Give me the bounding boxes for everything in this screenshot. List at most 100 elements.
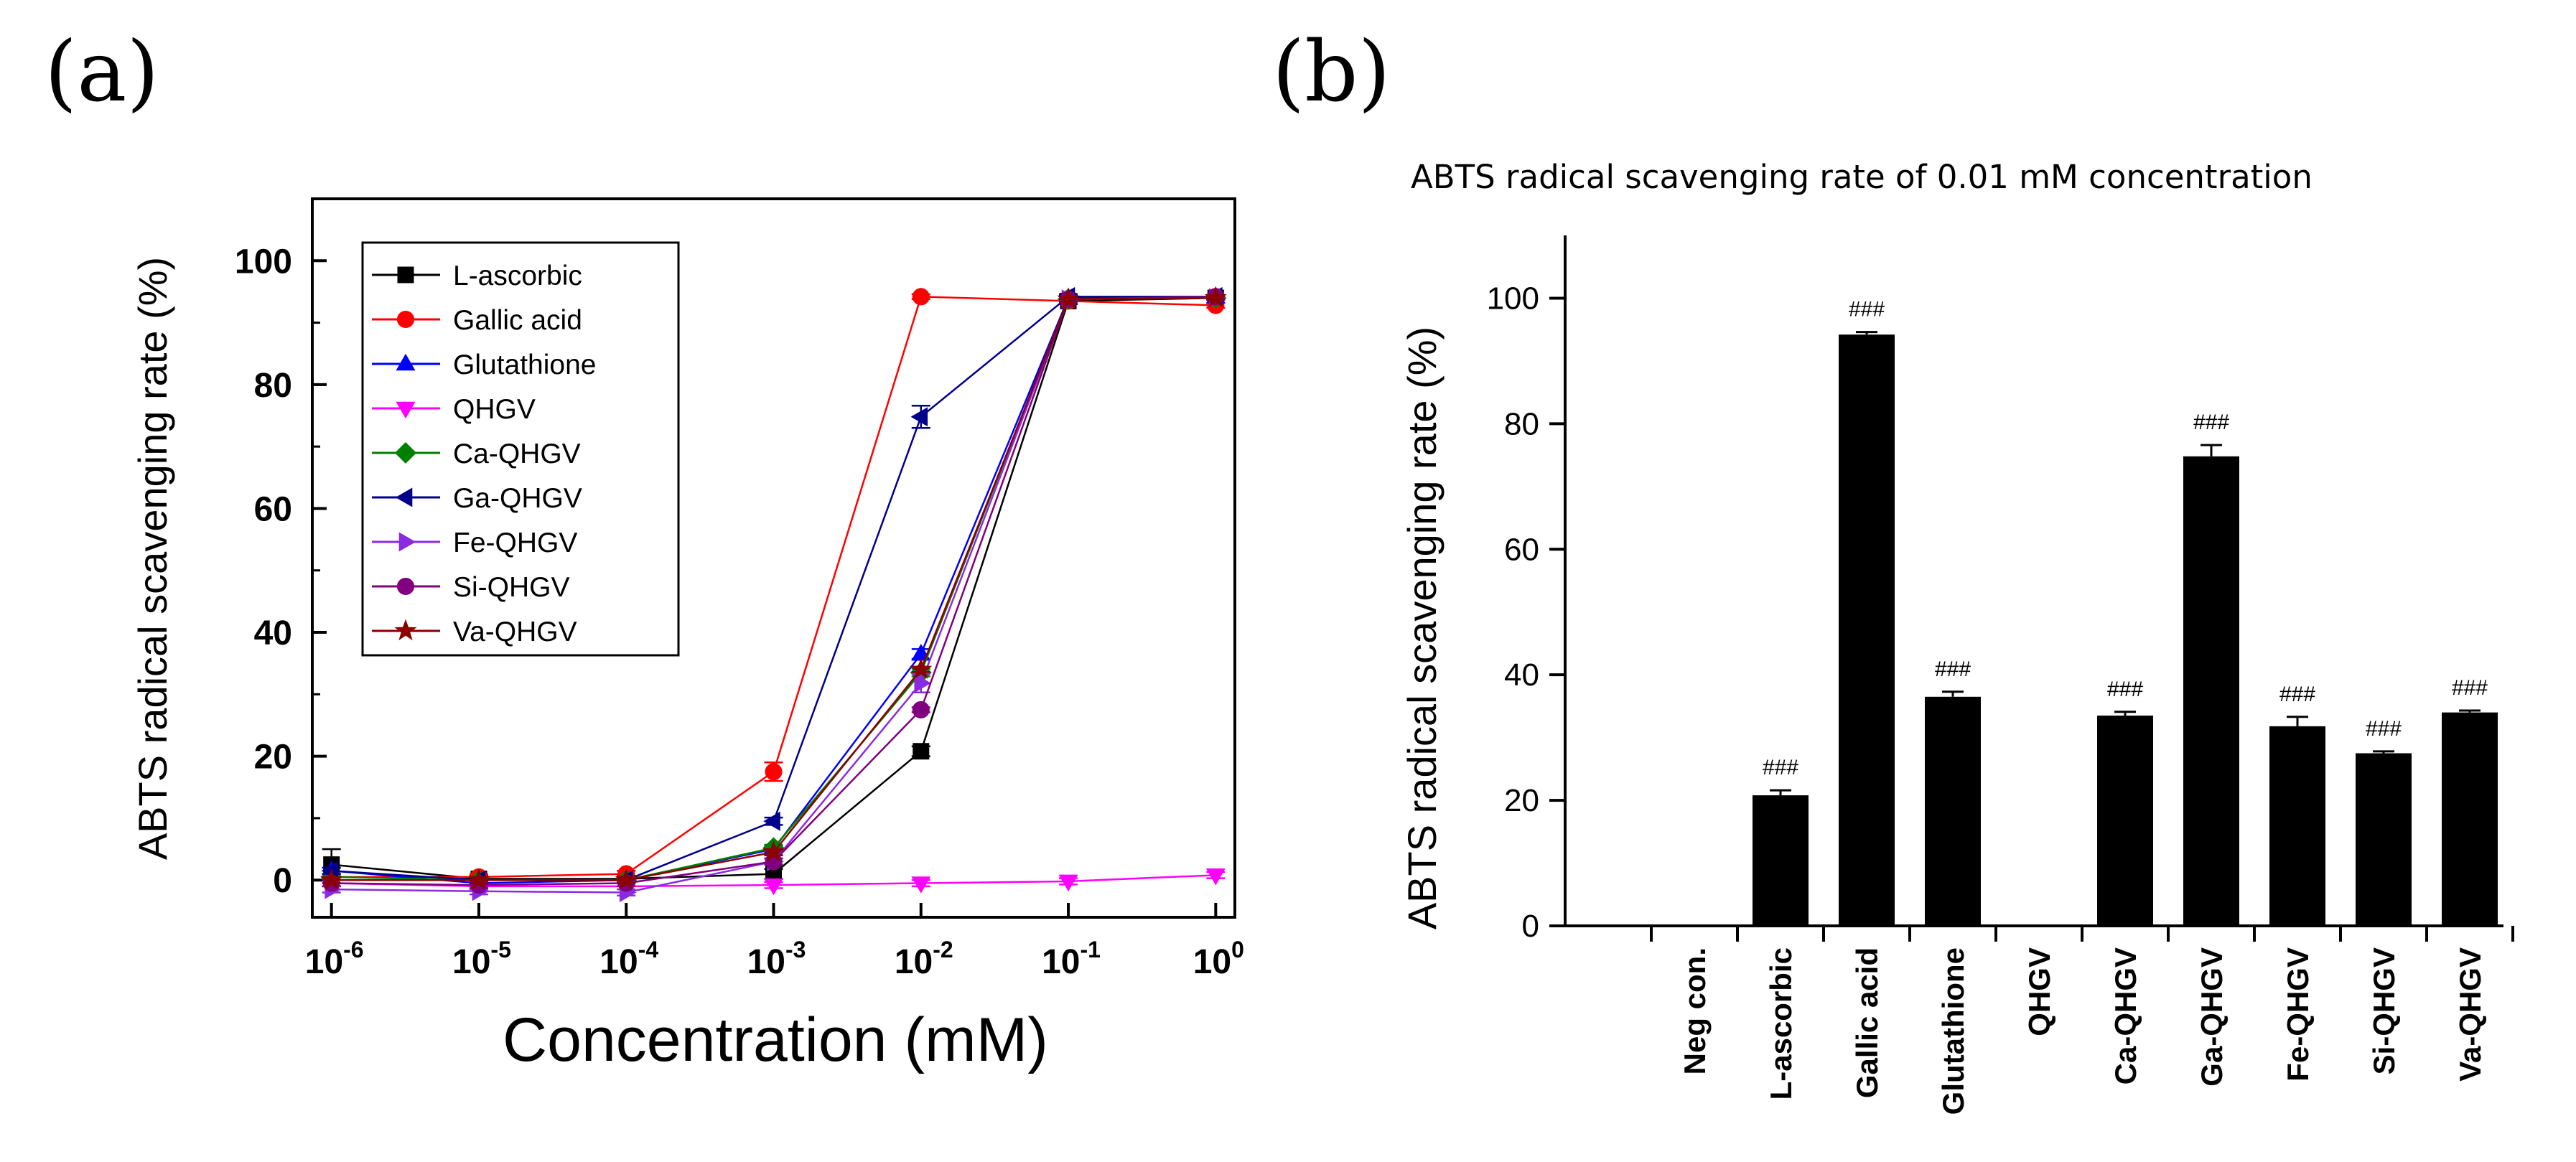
line-chart-x-tick-label: 10-3 [747,937,806,981]
legend-marker [396,401,416,419]
panel-b-label: (b) [1272,24,1391,121]
legend-item-ga-qhgv: Ga-QHGV [372,483,582,514]
legend-marker [394,619,417,641]
data-point [912,701,930,718]
bar-chart-bars: ### ### ### ### ### ### ### ### [1753,298,2498,926]
significance-label: ### [2279,683,2315,706]
bar-rect [1925,696,1981,926]
bar-rect [1839,334,1895,926]
bar-rect [2356,753,2412,926]
legend-marker [397,266,414,284]
legend-label: Ga-QHGV [453,483,582,514]
significance-label: ### [2366,717,2402,741]
bar-chart-y-tick-label: 40 [1504,657,1539,693]
legend-marker [395,487,413,507]
bar-si-qhgv: ### [2356,717,2412,926]
data-point [914,673,931,693]
line-chart-x-tick-label: 10-2 [895,937,953,981]
significance-label: ### [1935,657,1971,681]
bar-category-label: Va-QHGV [2453,947,2487,1082]
bar-l-ascorbic: ### [1753,756,1809,926]
data-point [913,743,930,760]
legend-marker [396,577,415,596]
bar-category-label: Glutathione [1936,947,1970,1115]
bar-fe-qhgv: ### [2269,683,2325,926]
line-chart-x-tick-label: 10-1 [1042,937,1101,981]
line-chart-y-tick-label: 100 [235,243,292,281]
bar-category-label: Neg con. [1678,947,1712,1074]
panel-a-label: (a) [45,24,159,121]
bar-rect [2442,712,2498,926]
bar-chart-y-tick-label: 20 [1504,783,1539,818]
bar-chart: ABTS radical scavenging rate of 0.01 mM … [1399,158,2514,1115]
line-chart-legend: L-ascorbic Gallic acid Glutathione QHGV Ca-Q… [372,261,596,647]
bar-va-qhgv: ### [2442,676,2498,926]
significance-label: ### [2107,678,2143,701]
data-point [765,763,783,781]
data-point [615,868,638,890]
bar-category-label: Gallic acid [1850,947,1884,1098]
legend-label: L-ascorbic [453,261,582,291]
bar-gallic-acid: ### [1839,298,1895,926]
significance-label: ### [2193,411,2229,434]
legend-item-ca-qhgv: Ca-QHGV [372,439,581,469]
bar-chart-y-tick-label: 60 [1504,532,1539,567]
data-point [1057,287,1080,309]
line-chart-x-tick-label: 10-5 [452,937,511,981]
bar-chart-y-tick-label: 0 [1522,909,1539,944]
significance-label: ### [1849,298,1885,322]
line-chart-y-axis-title: ABTS radical scavenging rate (%) [130,257,175,860]
line-chart-axis-ticks [312,259,1218,917]
line-chart-x-tick-labels: 10-6 10-5 10-4 10-3 10-2 10-1 100 [305,937,1244,981]
data-point [320,868,343,890]
bar-chart-y-tick-label: 100 [1487,281,1539,316]
line-chart-series [320,286,1227,902]
data-point [763,878,784,896]
bar-chart-category-labels: Neg con. L-ascorbic Gallic acid Glutathione… [1678,947,2487,1115]
bar-category-label: Ca-QHGV [2109,947,2142,1084]
legend-marker [396,310,415,329]
line-chart-y-tick-label: 40 [254,614,292,652]
data-point [910,407,928,427]
bar-category-label: Ga-QHGV [2195,947,2229,1087]
legend-marker [396,353,416,371]
legend-label: Va-QHGV [453,617,577,647]
legend-marker [394,441,417,464]
significance-label: ### [2452,676,2488,700]
line-chart-y-tick-label: 20 [254,739,292,777]
legend-item-va-qhgv: Va-QHGV [372,617,577,647]
bar-category-label: QHGV [2022,947,2056,1036]
series-va-qhgv [320,286,1227,890]
legend-item-si-qhgv: Si-QHGV [372,572,570,603]
bar-chart-axis-ticks [1549,296,2514,942]
data-point [911,876,931,894]
legend-item-glutathione: Glutathione [372,350,596,380]
bar-category-label: Si-QHGV [2367,947,2401,1074]
bar-rect [2269,726,2325,926]
bar-rect [2097,716,2153,926]
bar-chart-y-axis-title: ABTS radical scavenging rate (%) [1399,327,1445,929]
bar-ca-qhgv: ### [2097,678,2153,926]
bar-rect [1753,795,1809,926]
data-point [1204,286,1227,308]
line-chart-x-axis-title: Concentration (mM) [503,1006,1048,1074]
legend-label: QHGV [453,394,536,425]
line-chart-x-tick-label: 10-6 [305,937,364,981]
data-point [1058,874,1078,892]
line-chart-x-tick-label: 100 [1193,937,1244,981]
line-chart-y-tick-label: 60 [254,490,292,528]
bar-chart-y-tick-labels: 0 20 40 60 80 100 [1487,281,1539,944]
legend-label: Fe-QHGV [453,528,577,558]
line-chart: 0 20 40 60 80 100 10-6 10-5 10-4 10-3 10-2 10-1 100… [130,197,1244,1074]
bar-chart-y-tick-label: 80 [1504,406,1539,441]
bar-rect [2183,456,2239,926]
bar-glutathione: ### [1925,657,1981,926]
line-chart-y-tick-label: 80 [254,367,292,405]
data-point [910,657,933,680]
legend-label: Si-QHGV [453,572,570,603]
legend-item-fe-qhgv: Fe-QHGV [372,528,577,558]
legend-label: Ca-QHGV [453,439,581,469]
significance-label: ### [1763,756,1798,779]
legend-label: Glutathione [453,350,596,380]
